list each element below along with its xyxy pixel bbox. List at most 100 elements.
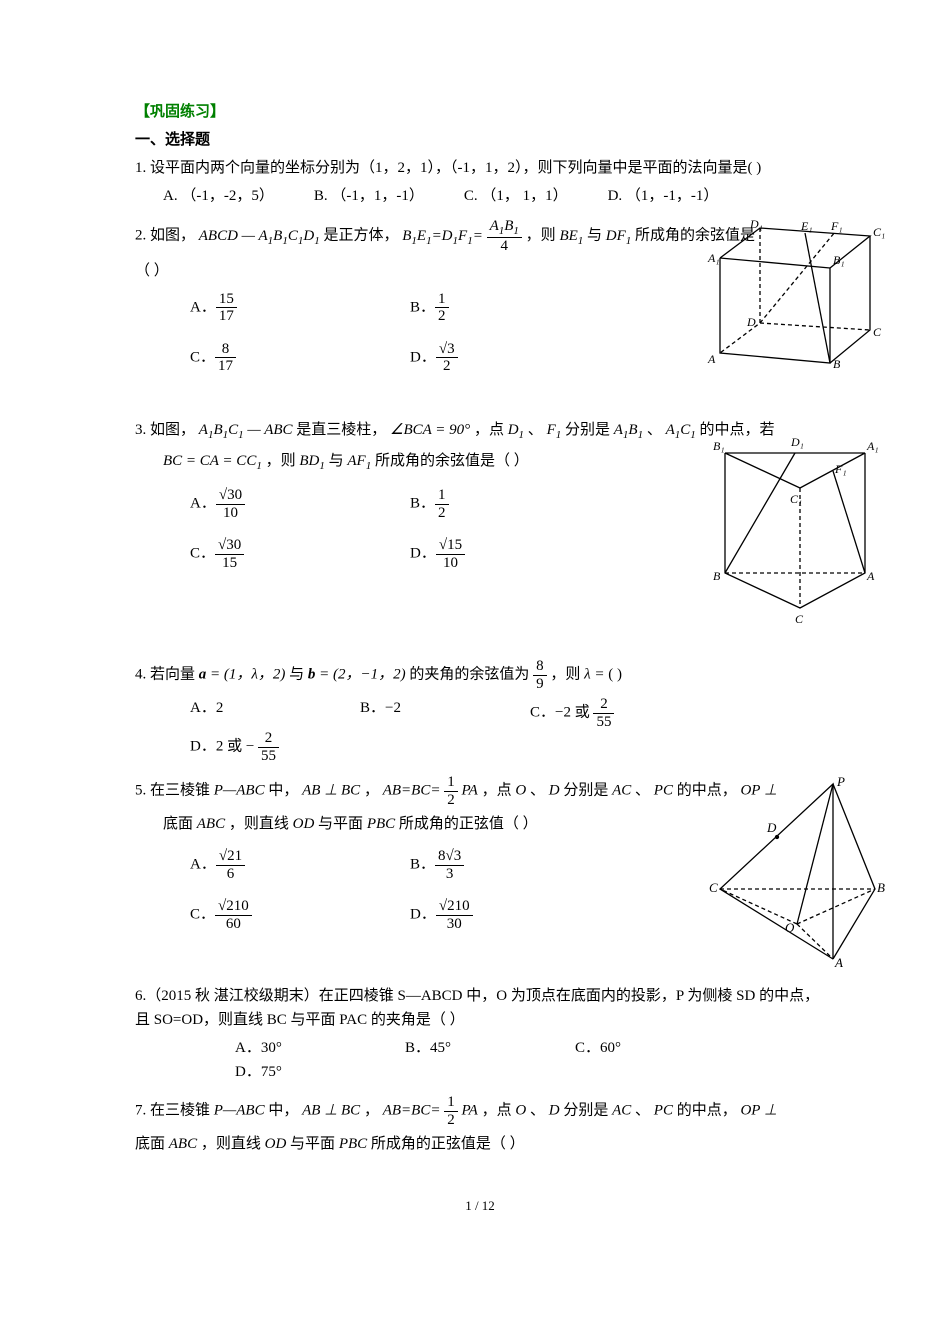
t: F1 <box>547 422 562 438</box>
svg-text:D: D <box>766 820 777 835</box>
question-1: 1. 设平面内两个向量的坐标分别为（1，2，1），（-1，1，2），则下列向量中… <box>135 156 825 208</box>
svg-text:C: C <box>709 880 718 895</box>
q4-opt-c: C．−2 或 255 <box>530 696 690 730</box>
t: ABCD — A1B1C1D1 <box>199 228 320 244</box>
d: 2 <box>444 792 458 809</box>
n: 8 <box>215 341 236 359</box>
t: PC <box>654 1102 673 1118</box>
d: 30 <box>436 916 473 933</box>
l: D． <box>410 906 436 922</box>
q5-opt-b: B．8√33 <box>410 848 630 882</box>
t: A1C1 <box>666 422 696 438</box>
t: 、 <box>530 1102 545 1118</box>
t: AB=BC= <box>383 1102 441 1118</box>
t: 、 <box>647 422 662 438</box>
d: 2 <box>444 1112 458 1129</box>
t: 5. 在三棱锥 <box>135 782 214 798</box>
t: AC <box>612 782 631 798</box>
q6-opt-c: C．60° <box>575 1036 705 1060</box>
t: 7. 在三棱锥 <box>135 1102 214 1118</box>
l: B． <box>410 299 435 315</box>
t: ABC <box>197 816 225 832</box>
question-5: PD CB AO 5. 在三棱锥 P—ABC 中， AB ⊥ BC ， AB=B… <box>135 774 825 974</box>
q1-opt-b: B. （-1，1，-1） <box>314 184 424 208</box>
t: ABC <box>169 1136 197 1152</box>
l: C． <box>190 349 215 365</box>
l: D． <box>410 546 436 562</box>
n: 1 <box>435 291 449 309</box>
t: ， <box>364 782 379 798</box>
t: ，则直线 <box>201 1136 265 1152</box>
t: 、 <box>530 782 545 798</box>
q4-opt-a: A．2 <box>190 696 320 730</box>
section-title: 一、选择题 <box>135 128 825 152</box>
n: 2 <box>593 696 614 714</box>
t: P—ABC <box>214 782 265 798</box>
t: a = (1，λ，2) <box>199 666 286 682</box>
t: AB=BC= <box>383 782 441 798</box>
svg-text:A: A <box>866 569 875 583</box>
t: ，则 <box>526 228 560 244</box>
q1-opt-c: C. （1， 1，1） <box>464 184 568 208</box>
t: λ = <box>584 666 604 682</box>
q1-opt-d: D. （1，-1，-1） <box>608 184 719 208</box>
t: OD <box>293 816 315 832</box>
d: 17 <box>215 358 236 375</box>
q3-prism-figure: B₁A₁C₁ D₁F₁ BAC <box>705 428 885 628</box>
t: ，点 <box>482 782 516 798</box>
frac: 89 <box>533 658 547 692</box>
t: 分别是 <box>565 422 614 438</box>
q7-stem2: 底面 ABC ，则直线 OD 与平面 PBC 所成角的正弦值是（ ） <box>135 1132 825 1156</box>
n: √15 <box>436 537 465 555</box>
q2-opt-c: C．817 <box>190 341 410 375</box>
n: 8√3 <box>435 848 464 866</box>
q4-opt-d: D．2 或 − 255 <box>190 730 279 764</box>
t: 是正方体， <box>323 228 398 244</box>
d: 60 <box>215 916 252 933</box>
t: P—ABC <box>214 1102 265 1118</box>
svg-text:C: C <box>795 612 804 626</box>
t: 与 <box>329 453 348 469</box>
n: √210 <box>436 898 473 916</box>
t: B1E1=D1F1= <box>402 228 483 244</box>
l: C．−2 或 <box>530 704 593 720</box>
q3-opt-b: B．12 <box>410 487 630 521</box>
question-7: 7. 在三棱锥 P—ABC 中， AB ⊥ BC ， AB=BC= 12 PA … <box>135 1094 825 1156</box>
l: B． <box>410 856 435 872</box>
q1-stem: 1. 设平面内两个向量的坐标分别为（1，2，1），（-1，1，2），则下列向量中… <box>135 156 825 180</box>
d: 9 <box>533 676 547 693</box>
svg-text:F₁: F₁ <box>834 462 847 476</box>
svg-text:B: B <box>713 569 721 583</box>
t: 分别是 <box>563 782 612 798</box>
n: √210 <box>215 898 252 916</box>
n: √30 <box>216 487 245 505</box>
t: BD1 <box>299 453 325 469</box>
t: AC <box>612 1102 631 1118</box>
l: A． <box>190 496 216 512</box>
svg-text:B₁: B₁ <box>833 253 845 267</box>
t: 3. 如图， <box>135 422 195 438</box>
n: 1 <box>444 774 458 792</box>
l: C． <box>190 906 215 922</box>
practice-header: 【巩固练习】 <box>135 100 825 124</box>
question-2: A₁B₁ C₁D₁ AB CD E₁F₁ 2. 如图， ABCD — A1B1C… <box>135 218 825 408</box>
l: A． <box>190 299 216 315</box>
q1-opt-a: A. （-1，-2，5） <box>163 184 274 208</box>
t: 与平面 <box>318 816 367 832</box>
d: 17 <box>216 308 237 325</box>
q7-stem: 7. 在三棱锥 P—ABC 中， AB ⊥ BC ， AB=BC= 12 PA … <box>135 1094 825 1128</box>
svg-text:C₁: C₁ <box>790 492 802 506</box>
t: AB ⊥ BC <box>302 782 360 798</box>
t: 4. 若向量 <box>135 666 199 682</box>
q6-opt-a: A．30° <box>235 1036 365 1060</box>
q2-cube-figure: A₁B₁ C₁D₁ AB CD E₁F₁ <box>705 218 885 368</box>
n: 8 <box>533 658 547 676</box>
t: ，点 <box>474 422 508 438</box>
t: D1 <box>508 422 524 438</box>
svg-text:E₁: E₁ <box>800 219 813 233</box>
svg-text:D: D <box>746 315 756 329</box>
t: 底面 <box>163 816 197 832</box>
svg-text:A: A <box>834 955 843 969</box>
t: 与 <box>289 666 308 682</box>
d: 6 <box>216 866 245 883</box>
